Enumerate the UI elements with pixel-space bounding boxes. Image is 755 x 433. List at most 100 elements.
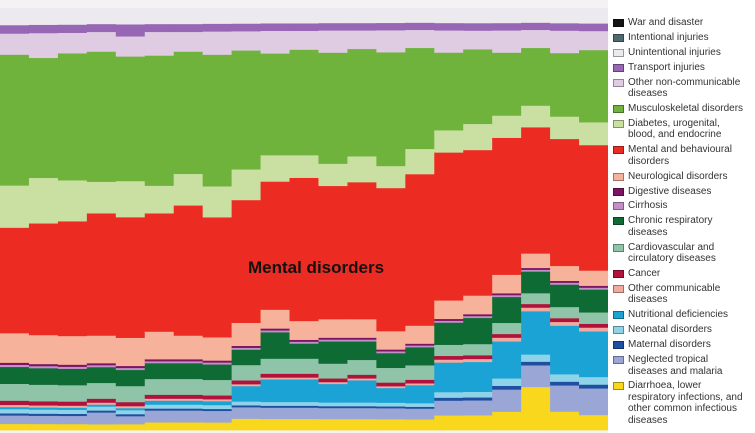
bar-segment-10-series-14 — [260, 154, 291, 182]
legend-item: Neurological disorders — [613, 171, 755, 183]
bar-segment-18-series-1 — [492, 411, 522, 431]
bar-segment-9-series-1 — [231, 418, 262, 431]
bar-segment-4-series-4 — [86, 406, 117, 411]
bar-segment-5-series-16 — [115, 36, 146, 57]
bar-segment-17-series-3 — [463, 397, 493, 401]
bar-segment-2-series-13 — [28, 223, 59, 336]
bar-segment-14-series-16 — [376, 30, 406, 53]
bar-segment-6-series-16 — [144, 31, 175, 56]
bar-segment-16-series-3 — [434, 397, 464, 401]
bar-segment-4-series-16 — [86, 31, 117, 52]
legend-swatch — [613, 382, 624, 391]
legend-item: Maternal disorders — [613, 339, 755, 351]
bar-segment-12-series-9 — [318, 341, 349, 364]
bar-segment-12-series-7 — [318, 378, 349, 383]
bar-segment-3-series-3 — [57, 413, 88, 417]
bar-segment-6-series-7 — [144, 394, 175, 399]
bar-segment-8-series-5 — [202, 400, 233, 406]
bar-segment-2-series-2 — [28, 415, 59, 425]
bar-segment-6-series-6 — [144, 398, 175, 401]
bar-segment-3-series-14 — [57, 180, 88, 222]
bar-segment-1-series-4 — [0, 408, 30, 414]
bar-segment-13-series-17 — [347, 22, 377, 31]
bar-segment-8-series-11 — [202, 360, 233, 363]
legend-swatch — [613, 202, 624, 211]
bar-segment-16-series-11 — [434, 318, 464, 321]
bar-segment-17-series-4 — [463, 391, 493, 398]
bar-segment-21-series-1 — [579, 414, 608, 431]
bar-segment-14-series-8 — [376, 367, 406, 383]
bar-segment-10-series-1 — [260, 418, 291, 431]
bar-segment-19-series-12 — [521, 253, 551, 269]
bar-segment-14-series-12 — [376, 330, 406, 350]
bar-segment-14-series-9 — [376, 352, 406, 369]
bar-segment-20-series-14 — [550, 116, 580, 140]
bar-segment-21-series-14 — [579, 122, 608, 146]
bar-segment-9-series-18 — [231, 8, 262, 24]
legend-label: Other communicable diseases — [628, 282, 721, 306]
bar-segment-14-series-18 — [376, 8, 406, 24]
bar-segment-8-series-10 — [202, 362, 233, 365]
bar-segment-5-series-5 — [115, 407, 146, 411]
bar-segment-11-series-7 — [289, 373, 320, 378]
legend-swatch — [613, 104, 624, 113]
chart-annotation: Mental disorders — [248, 258, 385, 277]
bar-segment-1-series-13 — [0, 227, 30, 334]
legend-swatch — [613, 326, 624, 335]
bar-segment-14-series-4 — [376, 402, 406, 407]
bar-segment-12-series-16 — [318, 30, 349, 53]
bar-segment-7-series-4 — [173, 404, 204, 409]
bar-segment-4-series-18 — [86, 8, 117, 25]
bar-segment-19-series-3 — [521, 361, 551, 366]
bar-segment-18-series-7 — [492, 333, 522, 338]
bar-segment-2-series-4 — [28, 409, 59, 414]
bar-segment-11-series-6 — [289, 377, 320, 380]
legend-item: Other non-communicable diseases — [613, 77, 755, 100]
bar-segment-7-series-5 — [173, 400, 204, 405]
bar-segment-5-series-13 — [115, 216, 146, 338]
bar-segment-3-series-8 — [57, 384, 88, 402]
bar-segment-6-series-15 — [144, 55, 175, 186]
legend-item: Cardiovascular and circulatory diseases — [613, 242, 755, 265]
bar-segment-7-series-17 — [173, 23, 204, 33]
bar-segment-4-series-1 — [86, 424, 117, 431]
bar-segment-15-series-10 — [405, 345, 435, 348]
bar-segment-10-series-15 — [260, 53, 291, 156]
bar-segment-12-series-13 — [318, 185, 349, 320]
bar-segment-16-series-10 — [434, 320, 464, 323]
legend-swatch — [613, 48, 624, 57]
bar-segment-18-series-14 — [492, 115, 522, 138]
bar-segment-1-series-3 — [0, 413, 30, 416]
bar-segment-14-series-3 — [376, 406, 406, 409]
bar-segment-19-series-11 — [521, 267, 551, 270]
bar-segment-21-series-9 — [579, 289, 608, 313]
bar-segment-5-series-11 — [115, 365, 146, 369]
legend-item: War and disaster — [613, 17, 755, 29]
legend-label: Cirrhosis — [628, 200, 668, 212]
legend-label: Cardiovascular and circulatory diseases — [628, 241, 716, 265]
legend-item: Transport injuries — [613, 62, 755, 74]
bar-segment-18-series-12 — [492, 274, 522, 294]
bar-segment-16-series-2 — [434, 400, 464, 416]
bar-segment-2-series-12 — [28, 334, 59, 365]
bar-segment-10-series-3 — [260, 405, 291, 408]
bar-segment-19-series-15 — [521, 47, 551, 106]
bar-segment-6-series-5 — [144, 400, 175, 405]
bar-segment-10-series-12 — [260, 309, 291, 329]
legend-label: Nutritional deficiencies — [628, 309, 729, 321]
bar-segment-2-series-11 — [28, 363, 59, 367]
bar-segment-17-series-13 — [463, 149, 493, 296]
bar-segment-20-series-17 — [550, 22, 580, 31]
bar-segment-3-series-5 — [57, 407, 88, 410]
bar-segment-20-series-8 — [550, 306, 580, 319]
bar-segment-13-series-9 — [347, 341, 377, 361]
bar-segment-3-series-7 — [57, 401, 88, 406]
bar-segment-7-series-8 — [173, 378, 204, 395]
bar-segment-13-series-14 — [347, 156, 377, 183]
bar-segment-11-series-17 — [289, 23, 320, 32]
bar-segment-2-series-5 — [28, 407, 59, 410]
bar-segment-8-series-12 — [202, 337, 233, 361]
legend-label: Maternal disorders — [628, 339, 711, 351]
bar-segment-20-series-13 — [550, 138, 580, 267]
bar-segment-8-series-18 — [202, 8, 233, 24]
